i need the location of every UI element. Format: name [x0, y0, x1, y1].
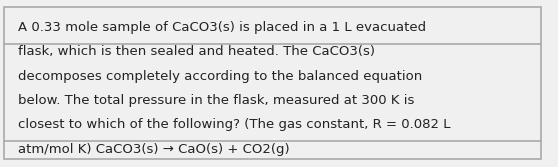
FancyBboxPatch shape	[4, 7, 541, 159]
Text: closest to which of the following? (The gas constant, R = 0.082 L: closest to which of the following? (The …	[18, 118, 450, 131]
Text: A 0.33 mole sample of CaCO3(s) is placed in a 1 L evacuated: A 0.33 mole sample of CaCO3(s) is placed…	[18, 21, 426, 34]
Text: decomposes completely according to the balanced equation: decomposes completely according to the b…	[18, 70, 422, 83]
Text: below. The total pressure in the flask, measured at 300 K is: below. The total pressure in the flask, …	[18, 94, 414, 107]
Text: atm/mol K) CaCO3(s) → CaO(s) + CO2(g): atm/mol K) CaCO3(s) → CaO(s) + CO2(g)	[18, 143, 289, 156]
Text: flask, which is then sealed and heated. The CaCO3(s): flask, which is then sealed and heated. …	[18, 45, 374, 58]
